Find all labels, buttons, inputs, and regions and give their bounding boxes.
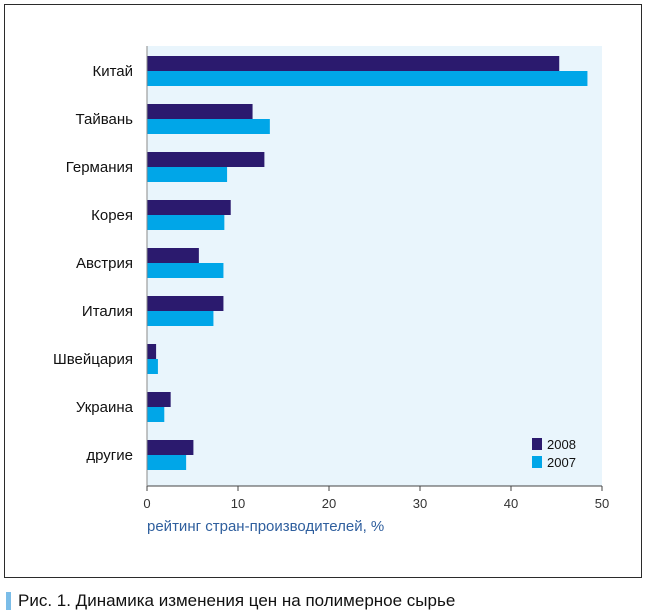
x-tick-label: 10 <box>231 496 245 511</box>
bar-2007 <box>147 71 588 86</box>
legend-swatch-2008 <box>532 438 542 450</box>
category-label: другие <box>86 447 133 464</box>
bar-2008 <box>147 296 224 311</box>
bar-2008 <box>147 104 253 119</box>
caption-text: Рис. 1. Динамика изменения цен на полиме… <box>18 591 456 610</box>
bar-2008 <box>147 440 194 455</box>
bar-2008 <box>147 344 157 359</box>
x-tick-label: 30 <box>413 496 427 511</box>
bar-2008 <box>147 392 171 407</box>
bar-2007 <box>147 407 165 422</box>
x-tick-label: 50 <box>595 496 609 511</box>
category-label: Германия <box>66 159 133 176</box>
bar-2008 <box>147 200 231 215</box>
category-label: Китай <box>92 63 133 80</box>
legend-swatch-2007 <box>532 456 542 468</box>
legend-label-2007: 2007 <box>547 455 576 470</box>
bar-2007 <box>147 359 158 374</box>
category-label: Швейцария <box>53 351 133 368</box>
bar-2008 <box>147 248 199 263</box>
figure-caption: Рис. 1. Динамика изменения цен на полиме… <box>6 590 455 612</box>
bar-2007 <box>147 311 214 326</box>
caption-marker <box>6 592 11 610</box>
category-label: Австрия <box>76 255 133 272</box>
bar-2007 <box>147 215 225 230</box>
bar-2008 <box>147 56 560 71</box>
category-label: Корея <box>91 207 133 224</box>
category-label: Италия <box>82 303 133 320</box>
x-tick-label: 40 <box>504 496 518 511</box>
bar-2008 <box>147 152 265 167</box>
category-label: Украина <box>76 399 134 416</box>
legend-label-2008: 2008 <box>547 437 576 452</box>
bar-chart: Китай Тайвань Германия Корея Австрия Италия Шв… <box>53 46 609 535</box>
x-tick-label: 0 <box>143 496 150 511</box>
bar-2007 <box>147 167 228 182</box>
x-axis-label: рейтинг стран-производителей, % <box>147 518 384 535</box>
bar-2007 <box>147 263 224 278</box>
x-tick-label: 20 <box>322 496 336 511</box>
bar-2007 <box>147 455 187 470</box>
bar-2007 <box>147 119 270 134</box>
category-label: Тайвань <box>76 111 134 128</box>
